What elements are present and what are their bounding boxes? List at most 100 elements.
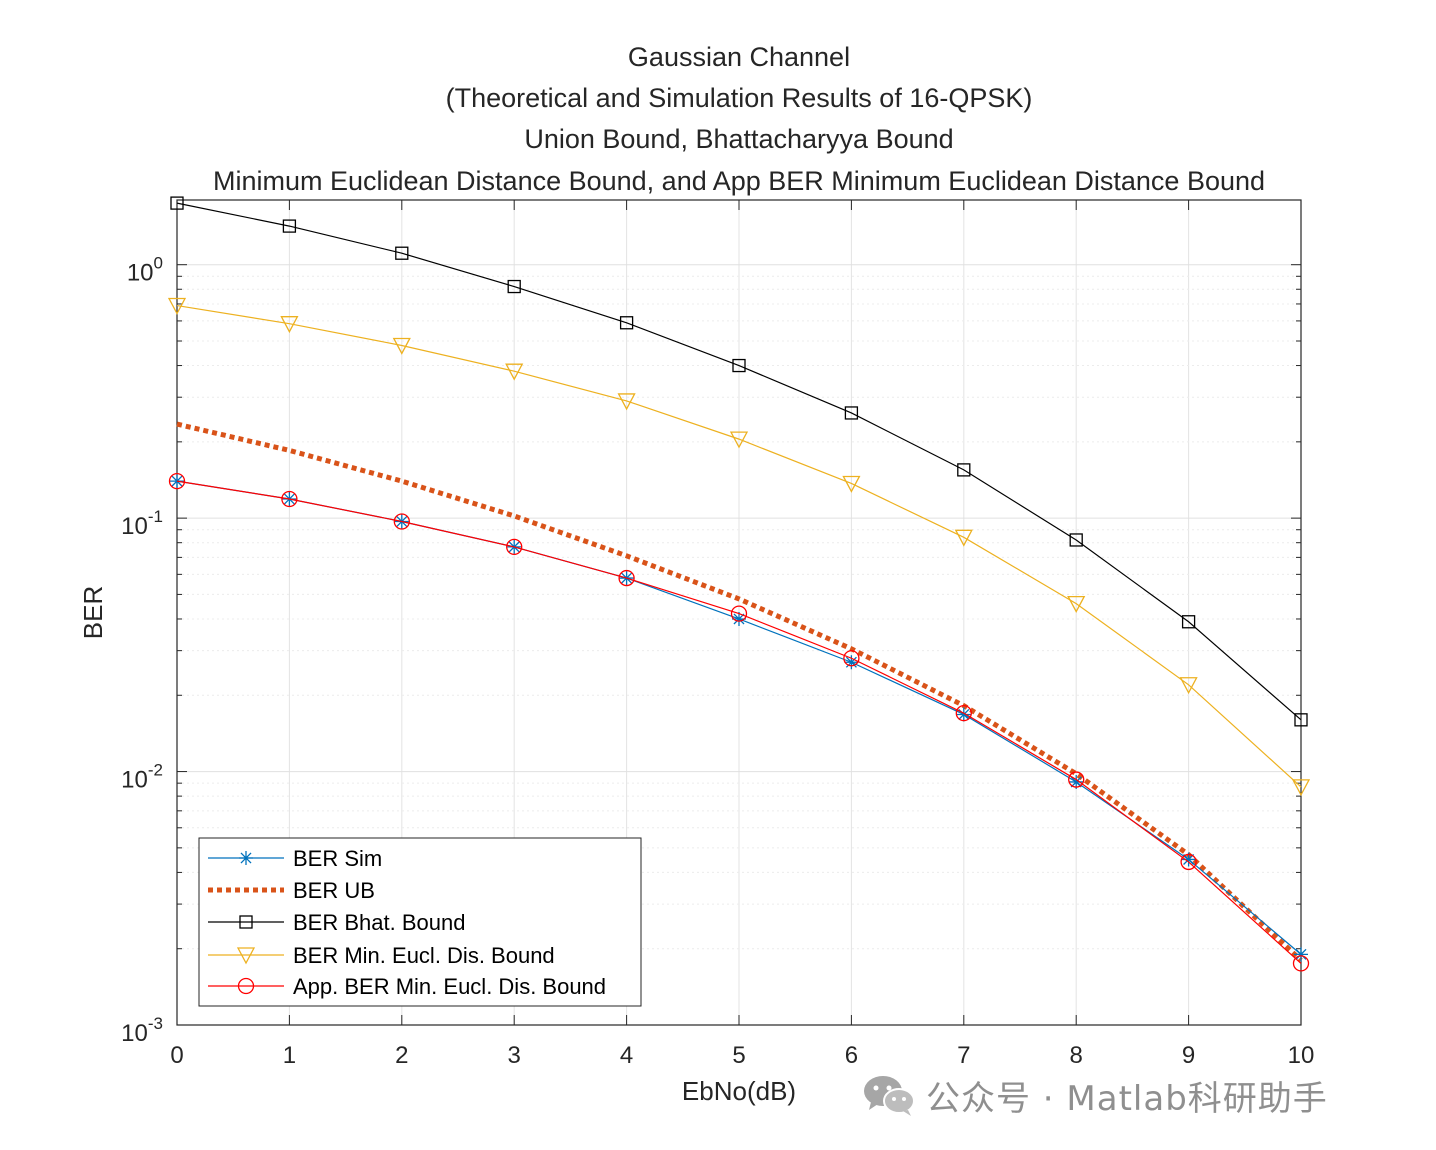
x-tick-label: 2 bbox=[395, 1042, 408, 1069]
series-4 bbox=[168, 472, 1310, 972]
data-point bbox=[1291, 779, 1311, 797]
data-point bbox=[1069, 774, 1084, 789]
y-tick-exponent: -2 bbox=[148, 761, 163, 780]
series-line bbox=[176, 202, 1302, 721]
x-tick-label: 8 bbox=[1070, 1042, 1083, 1069]
data-point bbox=[507, 279, 521, 294]
data-point bbox=[1292, 955, 1310, 972]
data-point bbox=[282, 219, 297, 233]
series-line bbox=[176, 304, 1302, 788]
y-tick-exponent: -1 bbox=[148, 507, 163, 526]
data-point bbox=[844, 406, 859, 420]
y-tick-base: 10 bbox=[121, 1020, 148, 1047]
data-point bbox=[392, 337, 411, 355]
legend-label: App. BER Min. Eucl. Dis. Bound bbox=[293, 974, 606, 999]
data-point bbox=[1294, 713, 1308, 727]
x-tick-label: 1 bbox=[283, 1042, 296, 1069]
y-tick-label: 10-2 bbox=[121, 761, 163, 794]
data-point bbox=[170, 474, 184, 489]
legend-label: BER UB bbox=[293, 878, 375, 903]
x-tick-label: 0 bbox=[170, 1042, 183, 1069]
y-tick-label: 10-3 bbox=[121, 1014, 163, 1047]
legend-label: BER Min. Eucl. Dis. Bound bbox=[293, 943, 555, 968]
data-point bbox=[619, 316, 634, 330]
legend-label: BER Sim bbox=[293, 846, 382, 871]
data-point bbox=[1294, 947, 1308, 962]
title-line-3: Union Bound, Bhattacharyya Bound bbox=[524, 124, 953, 154]
series-line bbox=[176, 480, 1302, 964]
legend-marker bbox=[239, 915, 253, 929]
data-point bbox=[167, 297, 187, 315]
legend-entry: BER Min. Eucl. Dis. Bound bbox=[208, 943, 555, 968]
series-1 bbox=[176, 421, 1303, 963]
data-point bbox=[395, 246, 409, 260]
data-point bbox=[280, 316, 299, 334]
data-point bbox=[729, 431, 749, 449]
series-line bbox=[176, 421, 1303, 963]
data-point bbox=[844, 655, 859, 670]
data-point bbox=[957, 463, 971, 477]
y-tick-label: 10-1 bbox=[121, 507, 163, 540]
legend-marker bbox=[239, 851, 253, 865]
data-point bbox=[1180, 853, 1197, 871]
y-axis-label: BER bbox=[78, 586, 108, 639]
legend-entry: App. BER Min. Eucl. Dis. Bound bbox=[208, 974, 606, 999]
data-point bbox=[730, 605, 748, 622]
y-tick-base: 10 bbox=[121, 513, 148, 540]
axis-ticks bbox=[176, 200, 1302, 1026]
x-tick-labels: 0 1 2 3 4 5 6 7 8 9 10 bbox=[170, 1042, 1314, 1069]
legend-marker bbox=[236, 947, 256, 965]
legend-entry: BER Bhat. Bound bbox=[208, 910, 465, 935]
title-line-1: Gaussian Channel bbox=[628, 42, 850, 72]
data-point bbox=[1069, 533, 1083, 547]
data-point bbox=[505, 363, 524, 381]
data-point bbox=[1179, 677, 1198, 695]
legend-marker bbox=[237, 977, 255, 995]
data-point bbox=[281, 490, 298, 508]
y-tick-exponent: -3 bbox=[148, 1014, 163, 1033]
x-tick-label: 4 bbox=[620, 1042, 633, 1069]
data-point bbox=[506, 538, 523, 556]
x-tick-label: 7 bbox=[957, 1042, 970, 1069]
data-point bbox=[956, 707, 971, 722]
title-line-4: Minimum Euclidean Distance Bound, and Ap… bbox=[213, 166, 1265, 196]
series-2 bbox=[170, 196, 1308, 727]
data-point bbox=[1181, 615, 1196, 629]
data-point bbox=[732, 358, 746, 373]
data-point bbox=[954, 529, 973, 547]
x-axis-label: EbNo(dB) bbox=[682, 1076, 796, 1106]
legend-label: BER Bhat. Bound bbox=[293, 910, 465, 935]
series bbox=[167, 196, 1311, 972]
data-point bbox=[842, 475, 861, 493]
chart-title: Gaussian Channel (Theoretical and Simulat… bbox=[213, 42, 1265, 196]
y-tick-label: 100 bbox=[127, 254, 163, 287]
data-point bbox=[1068, 771, 1085, 788]
data-point bbox=[170, 196, 184, 210]
data-point bbox=[393, 513, 410, 530]
x-tick-label: 5 bbox=[732, 1042, 745, 1069]
data-point bbox=[843, 650, 860, 667]
grid bbox=[177, 200, 1301, 1026]
data-point bbox=[1181, 852, 1196, 867]
y-tick-exponent: 0 bbox=[154, 254, 163, 273]
x-tick-label: 10 bbox=[1288, 1042, 1315, 1069]
watermark-text: 公众号 · Matlab科研助手 bbox=[926, 1078, 1328, 1119]
data-point bbox=[1067, 595, 1086, 613]
data-point bbox=[168, 472, 186, 490]
x-tick-label: 3 bbox=[508, 1042, 521, 1069]
x-tick-label: 6 bbox=[845, 1042, 858, 1069]
data-point bbox=[618, 569, 635, 587]
series-3 bbox=[167, 297, 1311, 797]
data-point bbox=[732, 611, 746, 626]
y-tick-base: 10 bbox=[127, 260, 154, 287]
x-tick-label: 9 bbox=[1182, 1042, 1195, 1069]
watermark: 公众号 · Matlab科研助手 bbox=[862, 1070, 1328, 1120]
y-tick-base: 10 bbox=[121, 767, 148, 794]
title-line-2: (Theoretical and Simulation Results of 1… bbox=[446, 83, 1033, 113]
wechat-icon bbox=[864, 1076, 915, 1116]
legend-entry: BER Sim bbox=[208, 846, 382, 871]
legend-entry: BER UB bbox=[208, 878, 375, 903]
data-point bbox=[617, 393, 636, 411]
